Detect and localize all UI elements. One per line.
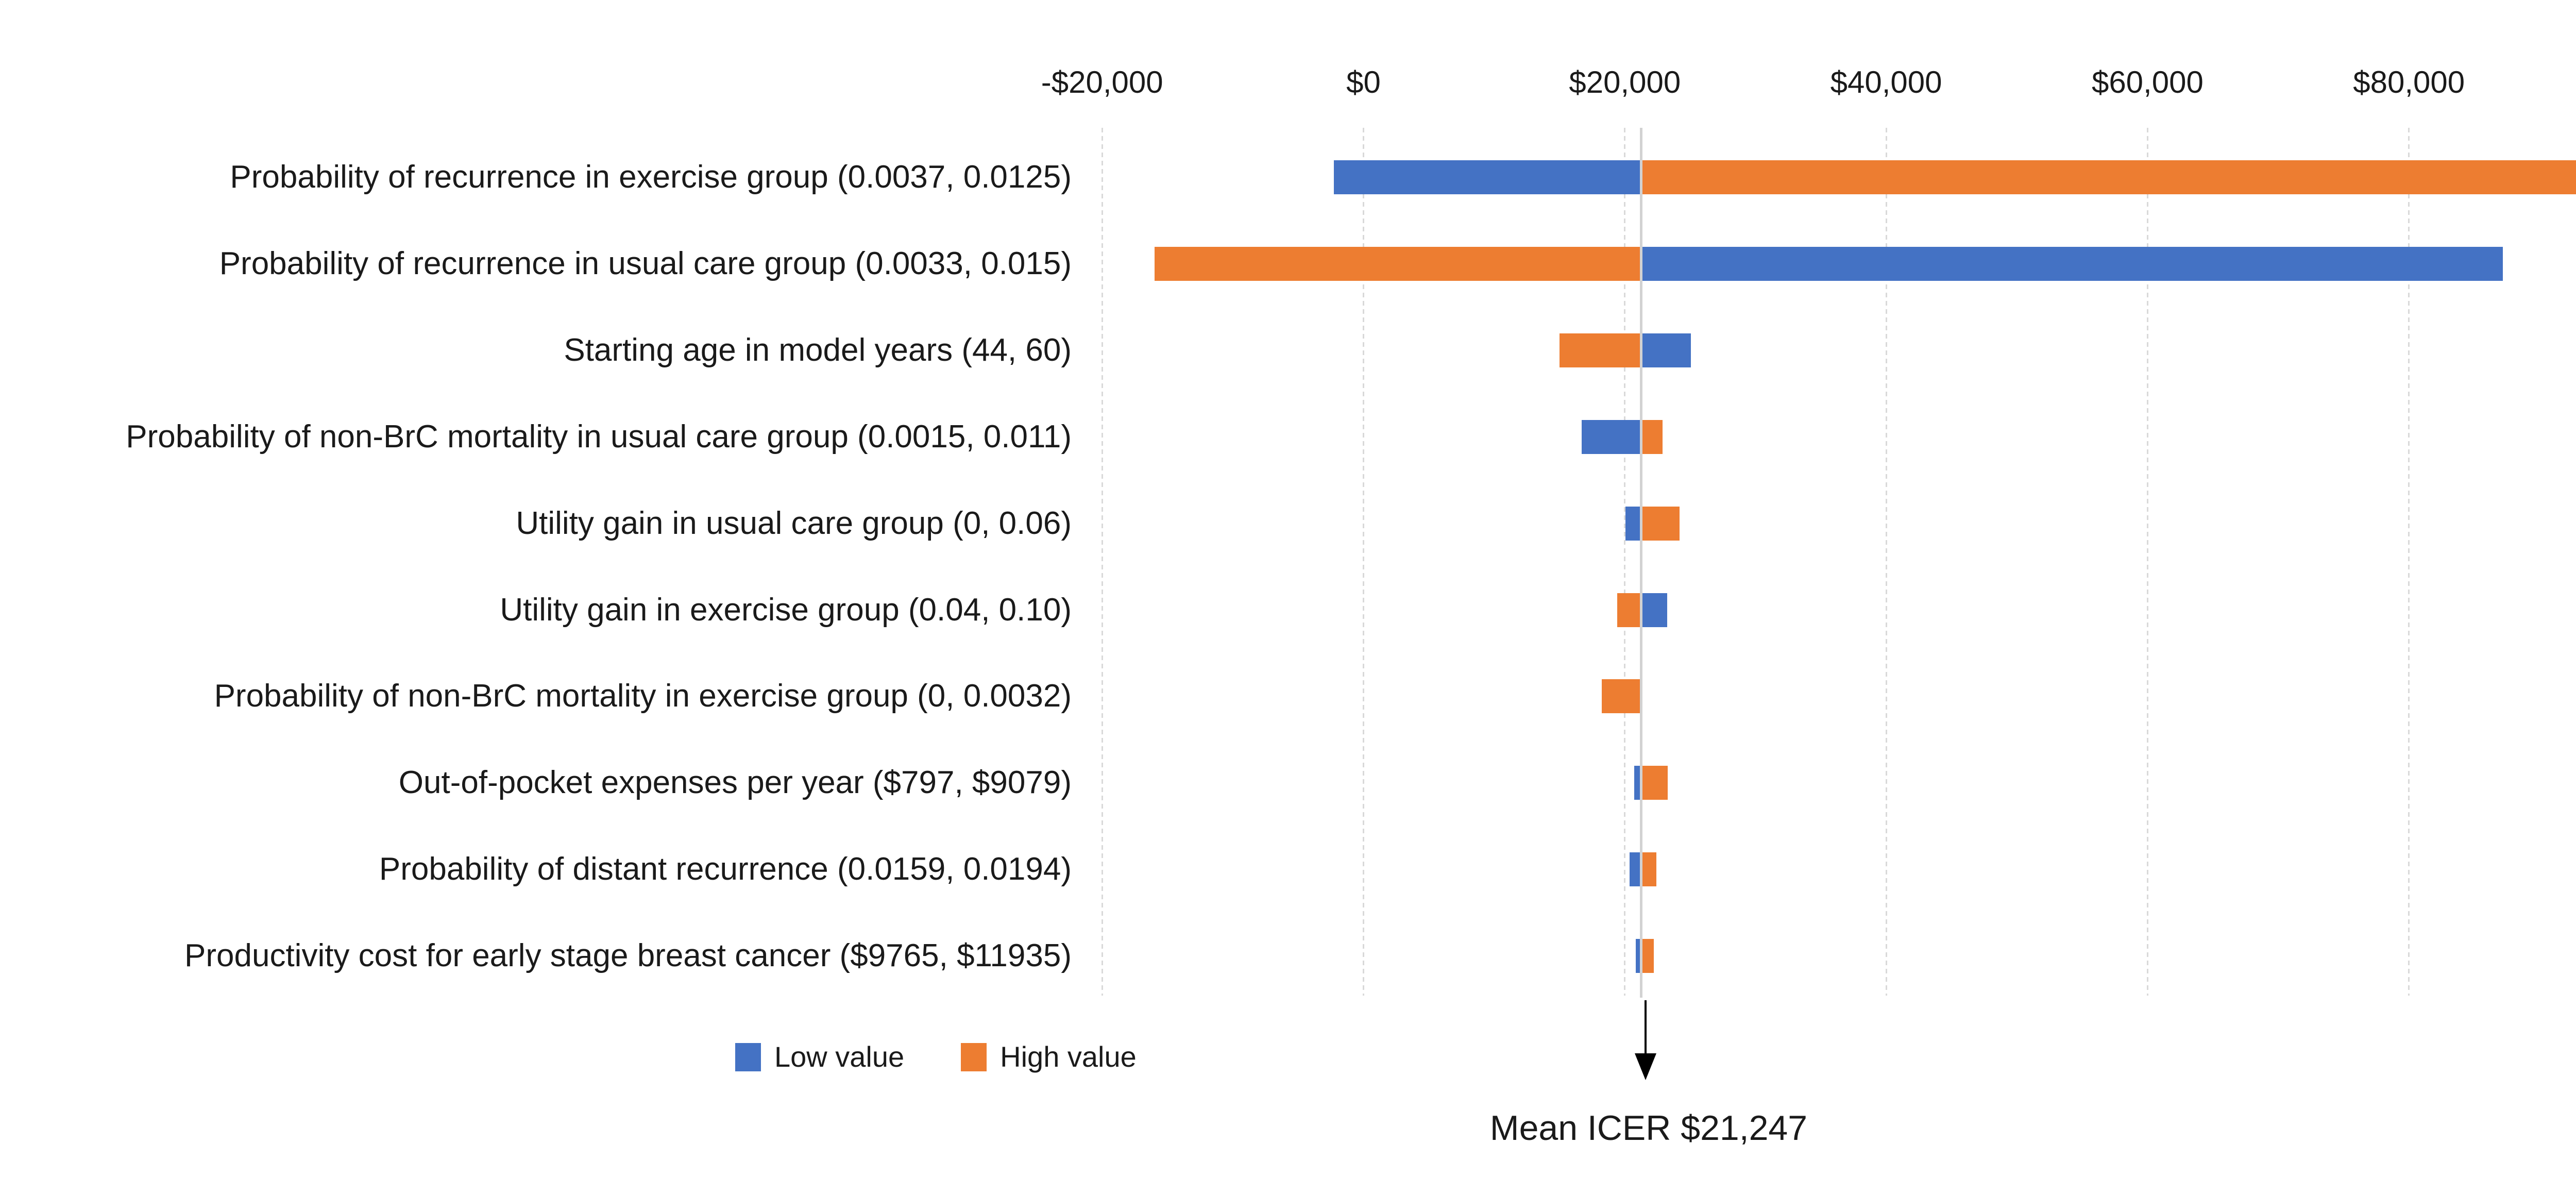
bar-low-value-row-3: [1641, 333, 1691, 367]
bar-high-value-row-8: [1641, 766, 1668, 800]
x-grid-line: [1885, 128, 1887, 996]
mean-icer-annotation: Mean ICER $21,247: [1489, 1108, 1808, 1148]
bar-low-value-row-6: [1641, 593, 1668, 627]
legend-item-high-value: High value: [961, 1041, 1137, 1072]
category-label: Probability of non-BrC mortality in exer…: [214, 678, 1072, 714]
x-axis-tick-label: $0: [1346, 65, 1381, 99]
category-label: Utility gain in usual care group (0, 0.0…: [516, 505, 1072, 541]
low-value-swatch-icon: [735, 1043, 761, 1071]
category-label: Utility gain in exercise group (0.04, 0.…: [500, 592, 1072, 628]
category-label: Probability of distant recurrence (0.015…: [379, 851, 1072, 887]
x-grid-line: [2408, 128, 2410, 996]
bar-low-value-row-8: [1634, 766, 1641, 800]
category-label: Probability of recurrence in exercise gr…: [230, 159, 1072, 195]
category-label: Productivity cost for early stage breast…: [184, 938, 1072, 974]
bar-high-value-row-5: [1641, 506, 1680, 541]
bar-low-value-row-10: [1636, 939, 1641, 973]
bar-high-value-row-6: [1617, 593, 1641, 627]
bar-high-value-row-7: [1602, 679, 1641, 714]
category-label: Probability of recurrence in usual care …: [219, 245, 1072, 281]
high-value-swatch-icon: [961, 1043, 987, 1071]
legend-item-low-value: Low value: [735, 1041, 904, 1072]
x-axis-tick-label: $40,000: [1830, 65, 1942, 99]
x-grid-line: [2146, 128, 2148, 996]
legend-label: High value: [1000, 1040, 1137, 1073]
bar-low-value-row-1: [1334, 160, 1641, 194]
legend: Low value High value: [735, 1039, 1137, 1075]
category-label: Probability of non-BrC mortality in usua…: [126, 418, 1072, 455]
bar-high-value-row-4: [1641, 419, 1663, 454]
x-axis-tick-label: -$20,000: [1041, 65, 1163, 99]
legend-label: Low value: [774, 1040, 905, 1073]
bar-high-value-row-9: [1641, 852, 1656, 887]
category-label: Starting age in model years (44, 60): [564, 332, 1072, 368]
x-grid-line: [1624, 128, 1626, 996]
bar-high-value-row-2: [1154, 246, 1641, 281]
x-axis-tick-label: $20,000: [1569, 65, 1681, 99]
x-grid-line: [1101, 128, 1103, 996]
bar-low-value-row-4: [1582, 419, 1641, 454]
bar-high-value-row-1: [1641, 160, 2576, 194]
bar-high-value-row-10: [1641, 939, 1654, 973]
bar-low-value-row-9: [1629, 852, 1641, 887]
bar-low-value-row-2: [1641, 246, 2503, 281]
x-axis-tick-label: $60,000: [2091, 65, 2204, 99]
bar-low-value-row-5: [1625, 506, 1641, 541]
mean-icer-arrow: [1645, 1000, 1647, 1053]
mean-icer-arrowhead-icon: [1635, 1053, 1656, 1080]
bar-high-value-row-3: [1559, 333, 1641, 367]
x-grid-line: [1363, 128, 1364, 996]
category-label: Out-of-pocket expenses per year ($797, $…: [398, 765, 1072, 801]
x-axis-tick-label: $80,000: [2353, 65, 2465, 99]
mean-icer-reference-line: [1639, 128, 1642, 998]
